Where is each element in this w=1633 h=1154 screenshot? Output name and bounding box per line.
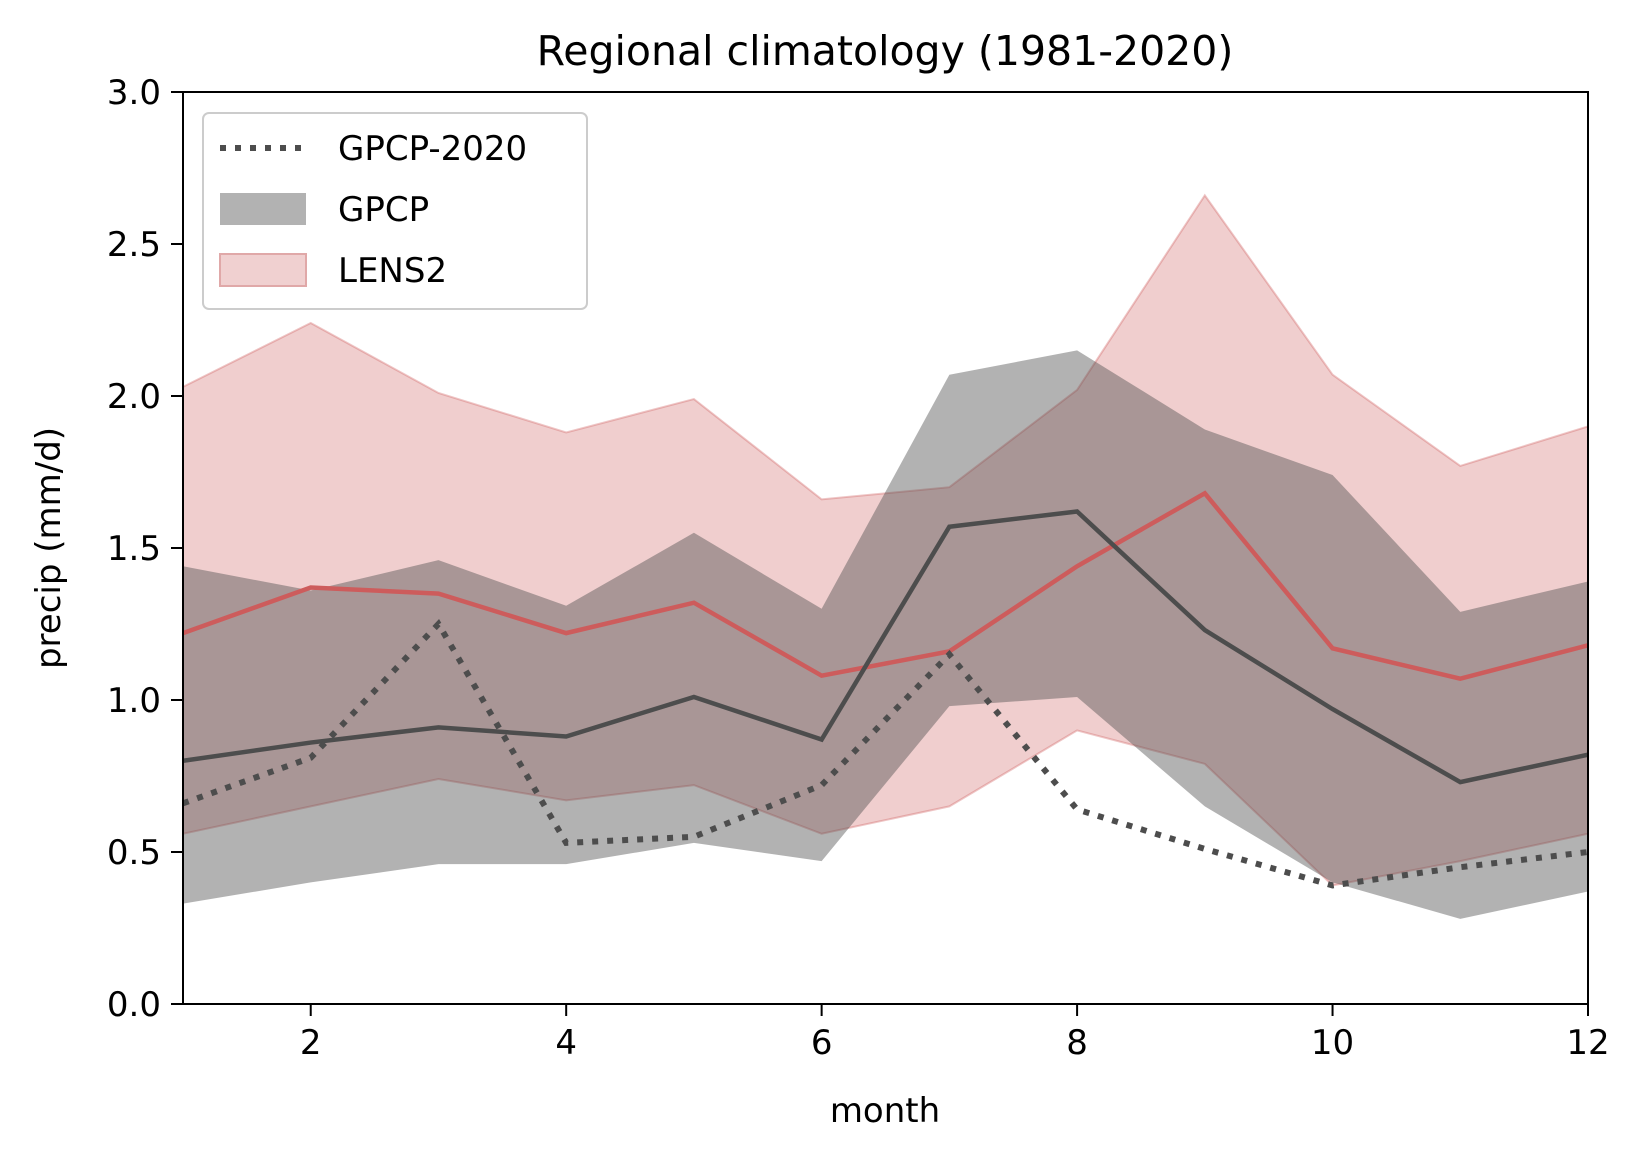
x-tick-label-12: 12 (1566, 1023, 1609, 1063)
y-tick-label-0: 0.0 (107, 985, 161, 1025)
y-tick-label-3: 1.5 (107, 529, 161, 569)
band-lens2 (183, 193, 1588, 887)
legend-swatch-gpcp (220, 193, 306, 225)
line-gpcp-2020 (183, 619, 1588, 889)
series-group (183, 193, 1588, 919)
y-tick-label-2: 1.0 (107, 681, 161, 721)
x-axis-label: month (830, 1091, 940, 1131)
y-tick-label-5: 2.5 (107, 225, 161, 265)
x-tick-label-4: 4 (555, 1023, 577, 1063)
plot-area: 2 4 6 8 10 12 0.0 0.5 1.0 1.5 2.0 2.5 3.0 (107, 73, 1610, 1063)
legend-label-lens2: LENS2 (338, 251, 447, 291)
legend-label-gpcp-2020: GPCP-2020 (338, 129, 527, 169)
x-tick-label-2: 2 (300, 1023, 322, 1063)
y-tick-label-6: 3.0 (107, 73, 161, 113)
legend-swatch-lens2 (219, 253, 307, 287)
mean-line-gpcp (183, 509, 1588, 785)
legend-label-gpcp: GPCP (338, 190, 429, 230)
mean-line-lens2 (183, 490, 1588, 682)
legend: GPCP-2020 GPCP LENS2 (202, 112, 588, 310)
x-tick-label-6: 6 (811, 1023, 833, 1063)
x-tick-label-8: 8 (1066, 1023, 1088, 1063)
x-tick-label-10: 10 (1311, 1023, 1354, 1063)
chart-title: Regional climatology (1981-2020) (537, 27, 1234, 75)
y-tick-label-1: 0.5 (107, 833, 161, 873)
y-tick-label-4: 2.0 (107, 377, 161, 417)
y-axis-label: precip (mm/d) (29, 427, 69, 669)
